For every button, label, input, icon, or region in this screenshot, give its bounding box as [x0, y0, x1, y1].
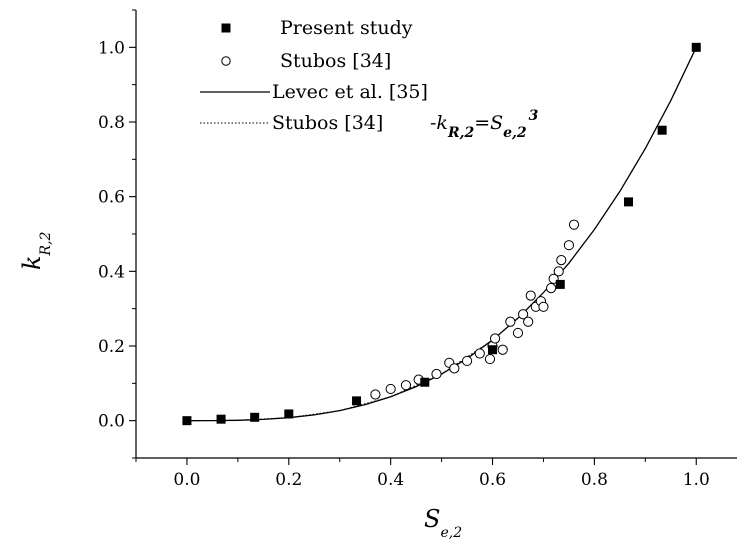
legend-formula: -kR,2=Se,23	[430, 108, 539, 141]
present-study-point	[488, 345, 498, 355]
stubos-point	[556, 255, 567, 266]
stubos-point	[449, 363, 460, 374]
x-tick-label: 0.0	[173, 470, 200, 490]
present-study-point	[420, 377, 430, 387]
present-study-point	[250, 412, 260, 422]
legend-label-stubos: Stubos [34]	[280, 50, 391, 72]
levec-curve	[186, 47, 697, 422]
present-study-point	[284, 409, 294, 419]
stubos-point	[489, 333, 501, 344]
y-axis-title-sub: R,2	[38, 231, 54, 256]
ticks: 0.0 0.2 0.4 0.6 0.8 1.0 0.0 0.2 0.4 0.6 0.8 1.0	[98, 9, 710, 490]
x-axis-title: Se,2	[424, 505, 462, 541]
legend-square-marker	[221, 23, 231, 33]
legend-circle-marker	[221, 56, 231, 66]
formula-lhs: -k	[430, 112, 448, 134]
x-axis-title-main: S	[424, 505, 440, 533]
present-study-point	[657, 125, 667, 135]
y-axis-title: kR,2	[18, 231, 54, 270]
y-tick-label: 0.2	[98, 337, 125, 357]
y-tick-label: 0.6	[98, 188, 125, 208]
stubos-point	[525, 290, 536, 301]
y-tick-label: 0.0	[98, 412, 125, 432]
stubos-point	[553, 266, 564, 277]
present-study-point	[216, 414, 226, 424]
legend-label-present-study: Present study	[280, 17, 413, 39]
stubos-point	[568, 219, 580, 230]
stubos-point	[474, 348, 485, 359]
y-tick-label: 0.4	[98, 262, 125, 282]
stubos-point	[400, 380, 412, 391]
present-study-point	[182, 416, 192, 426]
x-tick-label: 0.4	[377, 470, 404, 490]
legend-label-levec: Levec et al. [35]	[272, 81, 428, 103]
legend-label-stubos-fit: Stubos [34]	[272, 112, 383, 134]
x-tick-label: 0.6	[479, 470, 506, 490]
stubos-fit-curve	[186, 339, 493, 422]
stubos-point	[385, 383, 396, 395]
present-study-point	[691, 42, 701, 52]
stubos-point	[517, 309, 529, 320]
stubos-point	[484, 353, 496, 365]
stubos-point	[505, 316, 516, 327]
stubos-point	[497, 344, 508, 355]
x-tick-label: 0.8	[581, 470, 608, 490]
axes	[135, 10, 737, 459]
present-study-point	[624, 197, 634, 207]
present-study-point	[352, 396, 362, 406]
legend: Present study Stubos [34] Levec et al. [35…	[200, 17, 539, 141]
stubos-point	[545, 283, 557, 294]
formula-eq: =S	[474, 112, 503, 134]
stubos-point	[370, 389, 381, 400]
stubos-point	[512, 327, 524, 339]
x-tick-label: 1.0	[683, 470, 710, 490]
formula-rhs-sub: e,2	[503, 125, 527, 141]
y-axis-title-main: k	[18, 255, 46, 270]
y-tick-label: 1.0	[98, 38, 125, 58]
stubos-point	[563, 240, 575, 251]
stubos-point	[523, 316, 534, 327]
formula-lhs-sub: R,2	[447, 125, 475, 141]
stubos-point	[538, 301, 549, 312]
y-tick-label: 0.8	[98, 113, 125, 133]
markers	[182, 42, 701, 426]
plot-lines	[186, 47, 697, 422]
stubos-point	[431, 368, 442, 380]
formula-rhs-sup: 3	[529, 108, 539, 124]
stubos-point	[461, 355, 473, 367]
present-study-point	[555, 279, 565, 289]
x-axis-title-sub: e,2	[440, 525, 462, 541]
x-tick-label: 0.2	[275, 470, 302, 490]
